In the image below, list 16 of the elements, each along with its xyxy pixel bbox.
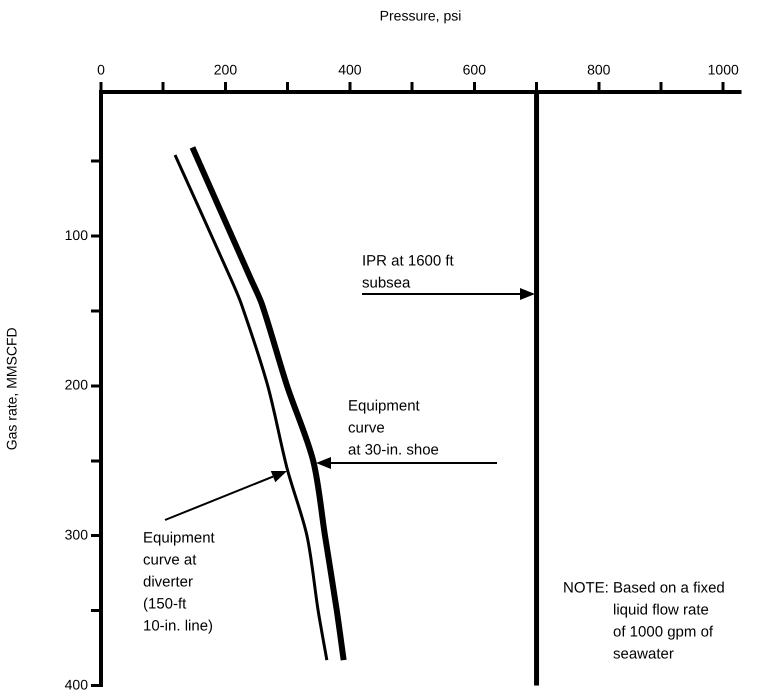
annotation: IPR at 1600 ft subsea <box>362 252 455 292</box>
y-tick-label: 300 <box>64 526 88 543</box>
x-tick-label: 0 <box>97 61 106 78</box>
x-tick-label: 800 <box>587 61 611 78</box>
y-tick-label: 200 <box>64 376 88 393</box>
annotation: Equipment curve at diverter (150-ft 10-in. line) <box>143 530 216 635</box>
x-tick-label: 1000 <box>708 61 739 78</box>
y-tick-label: 100 <box>64 226 88 243</box>
y-tick-label: 400 <box>64 676 88 692</box>
x-tick-label: 200 <box>214 61 238 78</box>
annotation: Equipment curve at 30-in. shoe <box>348 398 439 459</box>
annotation: NOTE: Based on a fixed liquid flow rate of 1000 gpm of seawater <box>563 580 725 663</box>
x-tick-label: 400 <box>338 61 362 78</box>
x-tick-label: 600 <box>462 61 486 78</box>
x-axis-title: Pressure, psi <box>380 7 462 24</box>
y-axis-title: Gas rate, MMSCFD <box>3 327 20 450</box>
